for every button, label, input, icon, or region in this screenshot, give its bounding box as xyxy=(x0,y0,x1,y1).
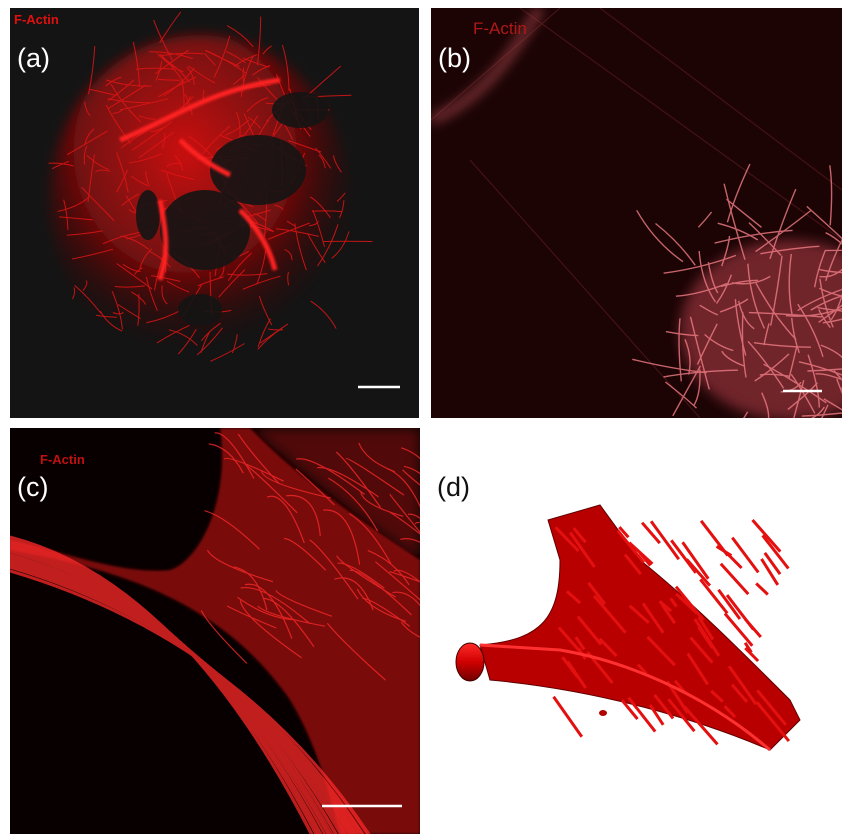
3d-tube-end xyxy=(456,643,484,681)
panel-b xyxy=(431,8,842,458)
panel-label: (a) xyxy=(17,43,50,73)
panel-label: (b) xyxy=(438,43,471,73)
stain-label: F-Actin xyxy=(40,452,85,467)
panel-a xyxy=(10,8,419,418)
stain-label: F-Actin xyxy=(14,12,59,27)
hole xyxy=(178,294,222,326)
hole xyxy=(136,190,160,240)
stain-label: F-Actin xyxy=(473,19,527,38)
panel-d xyxy=(431,428,842,834)
hole xyxy=(160,190,250,270)
figure: F-Actin (a) F-Actin (b) F-Actin (c) (d) xyxy=(0,0,842,834)
hole xyxy=(272,92,328,128)
page: F-Actin (a) F-Actin (b) F-Actin (c) (d) … xyxy=(0,0,842,834)
panel-label: (d) xyxy=(437,472,470,502)
debris xyxy=(599,710,607,716)
panel-label: (c) xyxy=(17,472,48,502)
panel-c xyxy=(10,428,470,834)
